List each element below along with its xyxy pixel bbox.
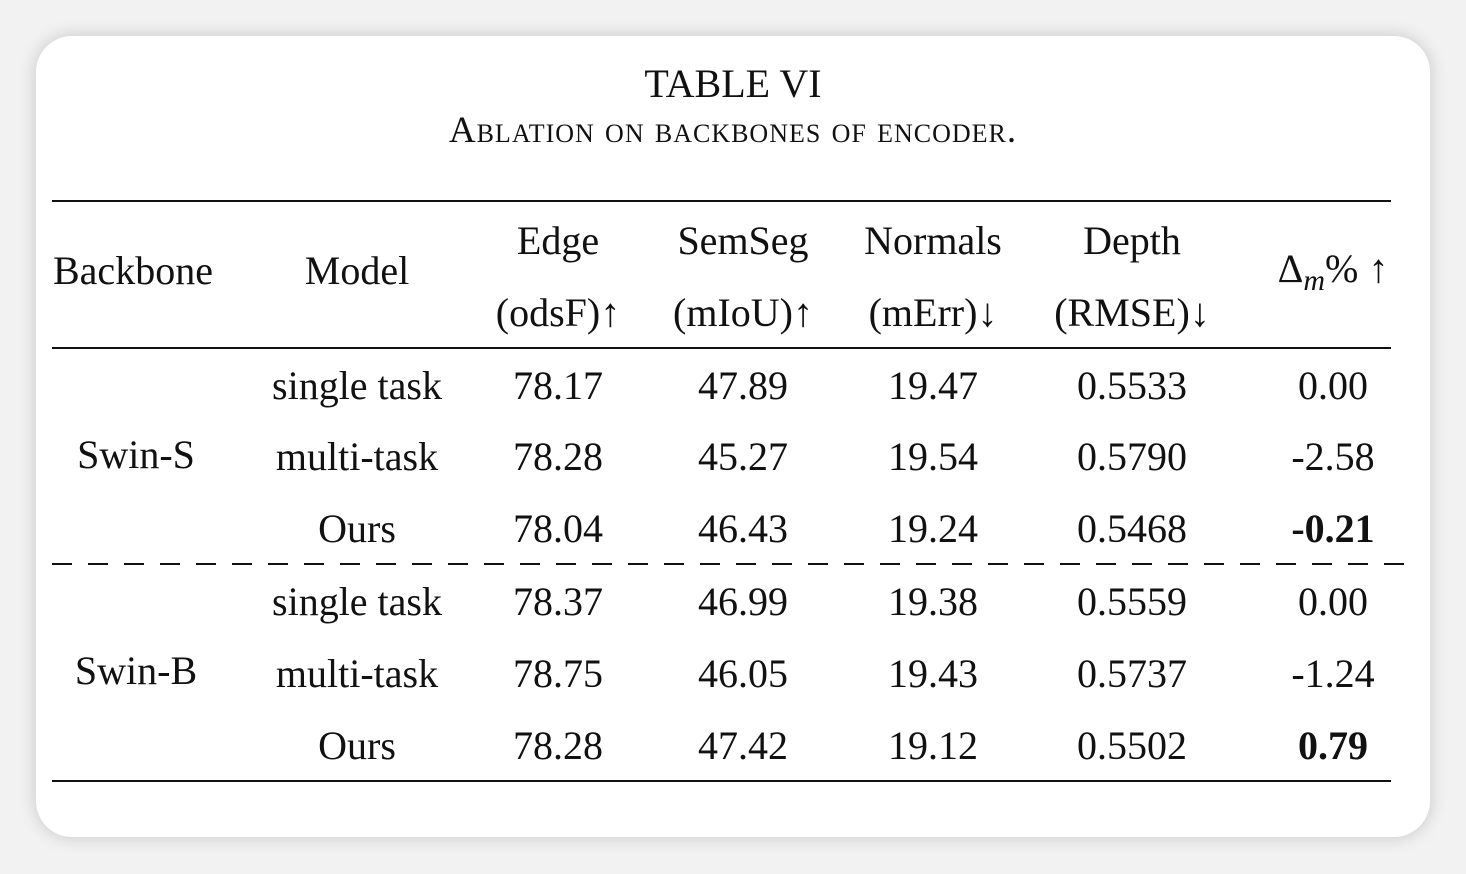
model-cell: multi-task: [275, 651, 439, 696]
header-depth-metric: (RMSE)↓: [1054, 290, 1210, 335]
model-cell: single task: [272, 579, 442, 624]
depth-cell: 0.5533: [1077, 363, 1187, 408]
normals-cell: 19.54: [888, 434, 978, 479]
model-cell: Ours: [318, 723, 396, 768]
delta-cell-best: 0.79: [1298, 723, 1368, 768]
model-cell: multi-task: [275, 434, 439, 479]
depth-cell: 0.5737: [1077, 651, 1187, 696]
depth-cell: 0.5502: [1077, 723, 1187, 768]
header-delta: Δm% ↑: [1277, 246, 1389, 298]
header-edge-metric: (odsF)↑: [495, 290, 621, 335]
header-model: Model: [304, 248, 410, 293]
header-delta-suffix: % ↑: [1325, 246, 1389, 291]
delta-cell: -1.24: [1291, 651, 1375, 696]
header-normals-metric: (mErr)↓: [868, 290, 998, 335]
edge-cell: 78.04: [513, 506, 603, 551]
model-cell: Ours: [318, 506, 396, 551]
normals-cell: 19.43: [888, 651, 978, 696]
semseg-cell: 46.05: [698, 651, 788, 696]
delta-cell: 0.00: [1298, 579, 1368, 624]
table-title: TABLE VI: [644, 61, 822, 106]
edge-cell: 78.28: [513, 434, 603, 479]
table-card: [36, 36, 1430, 837]
backbone-cell: Swin-S: [77, 432, 195, 477]
semseg-cell: 46.99: [698, 579, 788, 624]
delta-cell: -2.58: [1291, 434, 1375, 479]
edge-cell: 78.37: [513, 579, 603, 624]
semseg-cell: 47.42: [698, 723, 788, 768]
edge-cell: 78.75: [513, 651, 603, 696]
header-edge: Edge: [516, 218, 600, 263]
header-depth: Depth: [1083, 218, 1181, 263]
semseg-cell: 45.27: [698, 434, 788, 479]
edge-cell: 78.17: [513, 363, 603, 408]
header-backbone: Backbone: [53, 248, 213, 293]
header-semseg: SemSeg: [677, 218, 809, 263]
depth-cell: 0.5468: [1077, 506, 1187, 551]
top-rule: [52, 200, 1391, 202]
normals-cell: 19.24: [888, 506, 978, 551]
delta-cell-best: -0.21: [1291, 506, 1375, 551]
semseg-cell: 47.89: [698, 363, 788, 408]
model-cell: single task: [272, 363, 442, 408]
edge-cell: 78.28: [513, 723, 603, 768]
normals-cell: 19.12: [888, 723, 978, 768]
header-semseg-metric: (mIoU)↑: [673, 290, 813, 335]
normals-cell: 19.47: [888, 363, 978, 408]
group-divider: [52, 563, 1408, 565]
header-delta-subscript: m: [1303, 264, 1326, 297]
depth-cell: 0.5790: [1077, 434, 1187, 479]
bottom-rule: [52, 780, 1391, 782]
header-delta-symbol: Δ: [1277, 246, 1304, 291]
normals-cell: 19.38: [888, 579, 978, 624]
depth-cell: 0.5559: [1077, 579, 1187, 624]
semseg-cell: 46.43: [698, 506, 788, 551]
header-normals: Normals: [864, 218, 1002, 263]
backbone-cell: Swin-B: [74, 648, 198, 693]
header-rule: [52, 347, 1391, 349]
table-caption: Ablation on backbones of encoder.: [448, 110, 1018, 151]
delta-cell: 0.00: [1298, 363, 1368, 408]
